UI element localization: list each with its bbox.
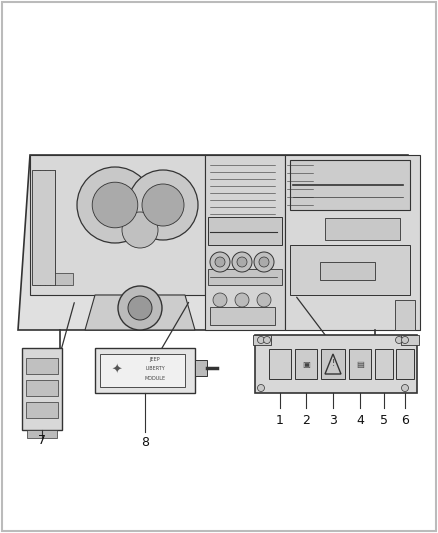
Circle shape <box>215 257 225 267</box>
Text: 5: 5 <box>380 414 388 426</box>
FancyBboxPatch shape <box>26 402 58 418</box>
Text: 2: 2 <box>302 414 310 426</box>
FancyBboxPatch shape <box>95 348 195 393</box>
Circle shape <box>118 286 162 330</box>
Circle shape <box>128 296 152 320</box>
FancyBboxPatch shape <box>321 349 345 379</box>
Circle shape <box>257 293 271 307</box>
Circle shape <box>122 212 158 248</box>
Polygon shape <box>85 295 195 330</box>
Text: JEEP: JEEP <box>150 358 160 362</box>
FancyBboxPatch shape <box>26 380 58 396</box>
Circle shape <box>258 384 265 392</box>
FancyBboxPatch shape <box>395 300 415 330</box>
FancyBboxPatch shape <box>205 155 285 330</box>
FancyBboxPatch shape <box>195 360 207 376</box>
Circle shape <box>142 184 184 226</box>
FancyBboxPatch shape <box>208 217 282 245</box>
FancyBboxPatch shape <box>100 354 185 387</box>
FancyBboxPatch shape <box>290 160 410 210</box>
Text: MODULE: MODULE <box>145 376 166 381</box>
FancyBboxPatch shape <box>22 348 62 430</box>
Text: ✦: ✦ <box>112 364 122 377</box>
Text: 1: 1 <box>276 414 284 426</box>
FancyBboxPatch shape <box>210 307 275 325</box>
FancyBboxPatch shape <box>55 273 73 285</box>
Circle shape <box>259 257 269 267</box>
Circle shape <box>213 293 227 307</box>
FancyBboxPatch shape <box>401 335 419 345</box>
Circle shape <box>237 257 247 267</box>
FancyBboxPatch shape <box>349 349 371 379</box>
FancyBboxPatch shape <box>269 349 291 379</box>
FancyBboxPatch shape <box>255 335 417 393</box>
Circle shape <box>77 167 153 243</box>
FancyBboxPatch shape <box>285 155 420 330</box>
Text: 3: 3 <box>329 414 337 426</box>
Text: ▤: ▤ <box>356 359 364 368</box>
Circle shape <box>396 336 403 343</box>
Text: !: ! <box>332 359 335 368</box>
Text: 8: 8 <box>141 435 149 448</box>
Text: 4: 4 <box>356 414 364 426</box>
FancyBboxPatch shape <box>320 262 375 280</box>
FancyBboxPatch shape <box>253 335 271 345</box>
FancyBboxPatch shape <box>396 349 414 379</box>
Circle shape <box>254 252 274 272</box>
Circle shape <box>232 252 252 272</box>
FancyBboxPatch shape <box>290 245 410 295</box>
Text: 7: 7 <box>38 433 46 447</box>
Circle shape <box>264 336 271 343</box>
Circle shape <box>92 182 138 228</box>
Circle shape <box>210 252 230 272</box>
Circle shape <box>402 384 409 392</box>
Text: 6: 6 <box>401 414 409 426</box>
FancyBboxPatch shape <box>32 170 55 285</box>
FancyBboxPatch shape <box>375 349 393 379</box>
FancyBboxPatch shape <box>208 269 282 285</box>
Circle shape <box>258 336 265 343</box>
Circle shape <box>235 293 249 307</box>
Circle shape <box>402 336 409 343</box>
FancyBboxPatch shape <box>30 155 205 295</box>
FancyBboxPatch shape <box>27 430 57 438</box>
FancyBboxPatch shape <box>295 349 317 379</box>
Circle shape <box>128 170 198 240</box>
Text: ▣: ▣ <box>302 359 310 368</box>
Polygon shape <box>18 155 420 330</box>
Text: LIBERTY: LIBERTY <box>145 367 165 372</box>
FancyBboxPatch shape <box>26 358 58 374</box>
FancyBboxPatch shape <box>325 218 400 240</box>
